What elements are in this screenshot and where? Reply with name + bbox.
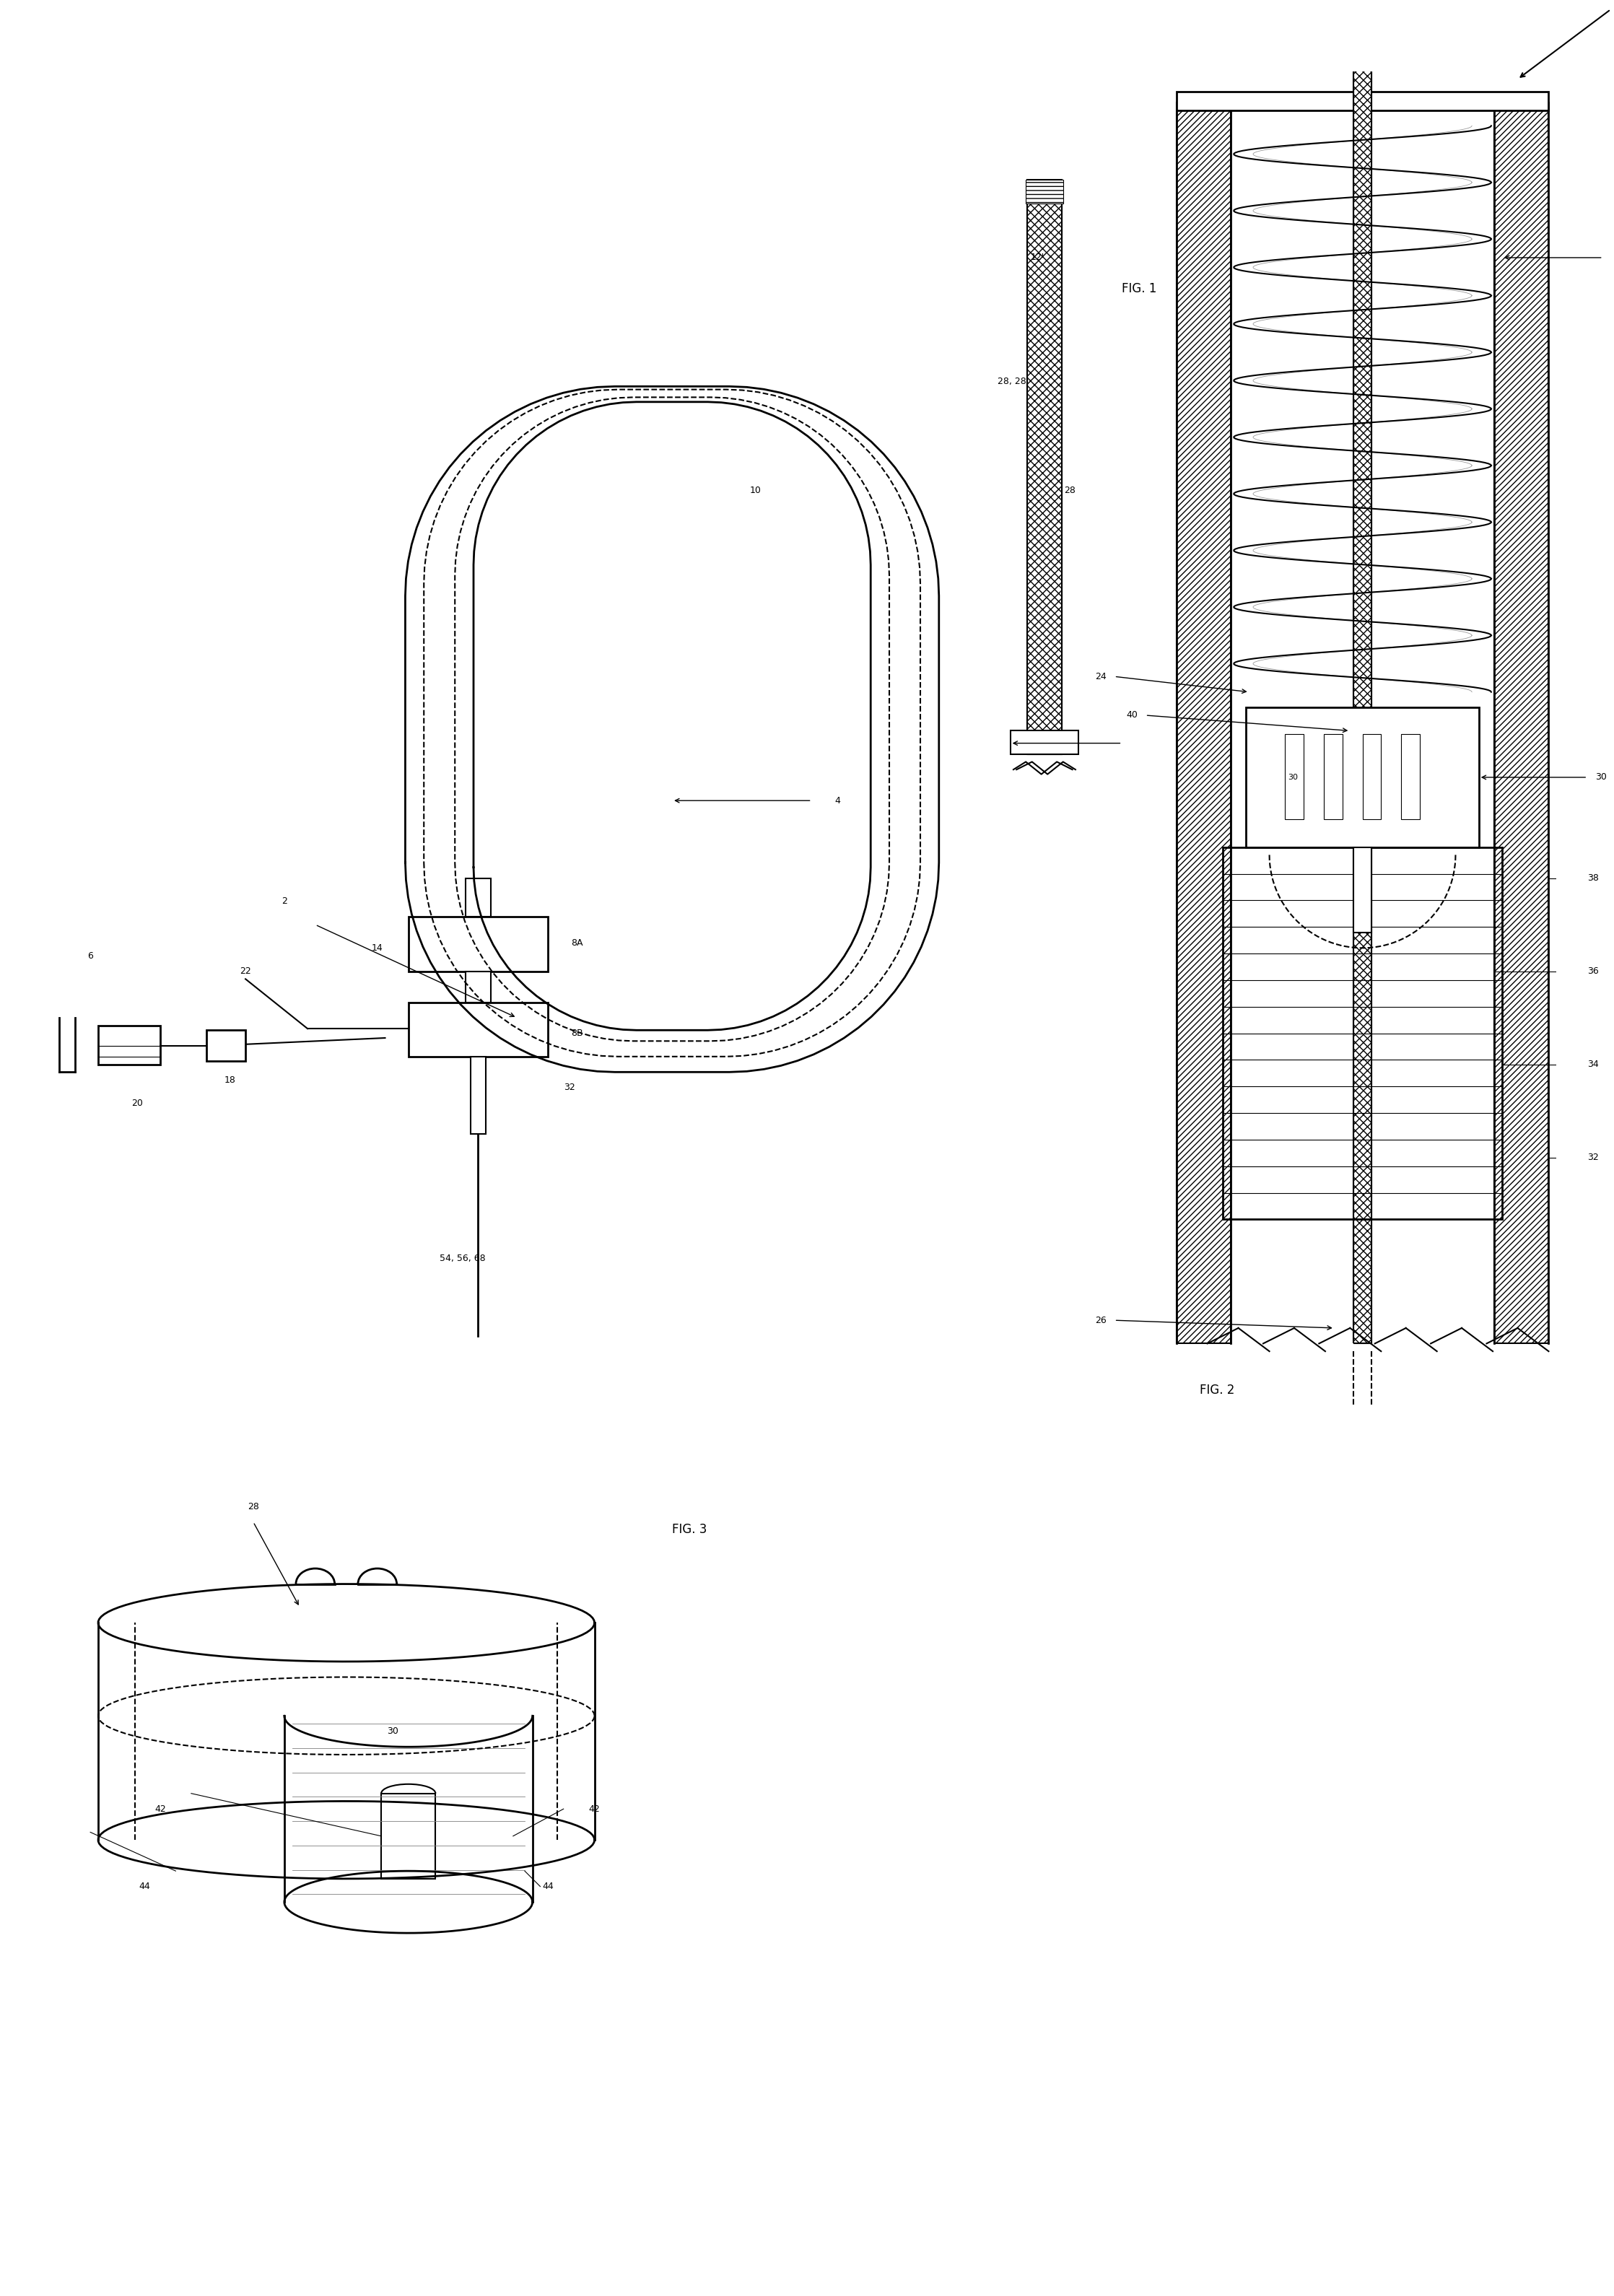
- Bar: [1177, 103, 1230, 1343]
- Text: 4: 4: [834, 797, 841, 806]
- Bar: [466, 971, 491, 1003]
- Text: 12': 12': [1030, 253, 1044, 262]
- Bar: [1401, 735, 1420, 820]
- Text: 20: 20: [131, 1097, 142, 1107]
- Bar: [1010, 730, 1078, 753]
- Text: 14: 14: [371, 944, 383, 953]
- Text: 8A: 8A: [571, 939, 583, 948]
- Text: 10: 10: [749, 487, 762, 496]
- Text: 24: 24: [1096, 673, 1107, 682]
- Text: 42: 42: [589, 1805, 600, 1814]
- Text: 34: 34: [1588, 1061, 1599, 1070]
- Bar: [1027, 179, 1064, 204]
- Bar: [466, 877, 491, 916]
- Bar: [1353, 0, 1372, 1343]
- Text: FIG. 3: FIG. 3: [671, 1522, 707, 1536]
- Bar: [1323, 735, 1343, 820]
- Bar: [1028, 179, 1062, 753]
- Bar: [381, 1793, 436, 1878]
- Text: 32: 32: [1588, 1153, 1599, 1162]
- Text: 6: 6: [87, 951, 94, 960]
- Text: 40: 40: [1127, 709, 1138, 721]
- Text: 30: 30: [387, 1727, 399, 1736]
- Bar: [1353, 847, 1372, 932]
- Text: 38: 38: [1588, 872, 1599, 884]
- Bar: [408, 916, 549, 971]
- Bar: [207, 1031, 245, 1061]
- Bar: [98, 1026, 160, 1065]
- Bar: [1028, 179, 1062, 753]
- Bar: [1362, 735, 1382, 820]
- Text: 42: 42: [155, 1805, 166, 1814]
- Text: 28: 28: [1064, 487, 1075, 496]
- Bar: [1246, 707, 1478, 847]
- Text: 44: 44: [542, 1883, 554, 1892]
- Bar: [1285, 735, 1304, 820]
- Text: 32: 32: [563, 1084, 575, 1093]
- Text: 22: 22: [240, 967, 252, 976]
- Text: 44: 44: [139, 1883, 150, 1892]
- Text: 28: 28: [247, 1502, 258, 1511]
- Text: FIG. 1: FIG. 1: [1122, 282, 1157, 296]
- Text: 28, 28': 28, 28': [997, 377, 1028, 386]
- Text: 8B: 8B: [571, 1029, 583, 1038]
- Text: FIG. 2: FIG. 2: [1199, 1384, 1235, 1396]
- Bar: [470, 1056, 486, 1134]
- Bar: [1495, 103, 1548, 1343]
- Text: 26: 26: [1096, 1316, 1107, 1325]
- Text: 30: 30: [1288, 774, 1298, 781]
- Text: 36: 36: [1588, 967, 1599, 976]
- Text: 18: 18: [224, 1075, 236, 1084]
- Text: 54, 56, 68: 54, 56, 68: [439, 1254, 486, 1263]
- Bar: [408, 1003, 549, 1056]
- Bar: [1223, 847, 1503, 1219]
- Text: 2: 2: [281, 898, 287, 907]
- Bar: [1177, 92, 1548, 110]
- Bar: [1353, 0, 1372, 1343]
- Text: 30: 30: [1595, 774, 1606, 783]
